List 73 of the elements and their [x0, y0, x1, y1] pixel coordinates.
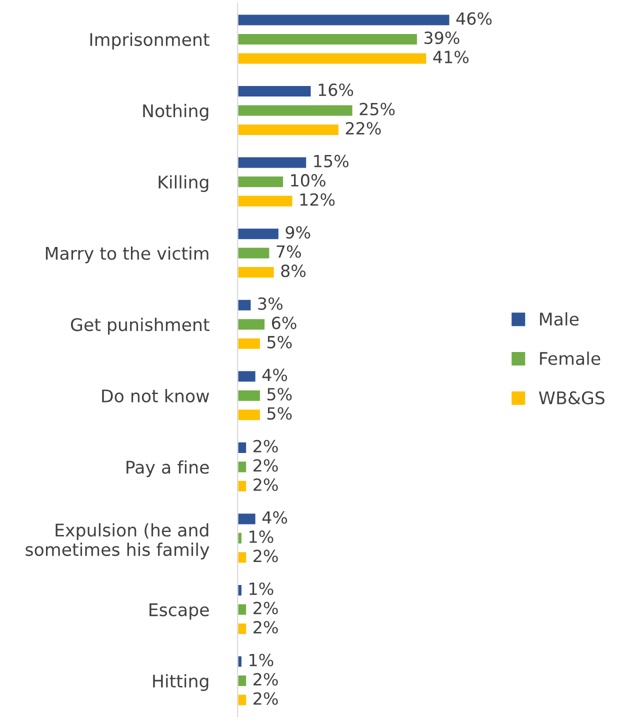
- bar: [238, 460, 248, 474]
- y-tick-label: Marry to the victim: [46, 246, 208, 264]
- data-label: 22%: [346, 122, 381, 135]
- data-label: 10%: [291, 174, 326, 187]
- legend-label: Female: [540, 352, 600, 366]
- data-label: 9%: [286, 226, 310, 239]
- data-label: 2%: [254, 692, 278, 705]
- bar: [238, 693, 248, 707]
- data-label: 2%: [254, 620, 278, 634]
- bar: [238, 246, 271, 260]
- y-tick-label: Get punishment: [70, 318, 210, 335]
- y-tick-label: Escape: [150, 603, 209, 620]
- data-label: 2%: [254, 602, 278, 614]
- bar: [238, 512, 257, 526]
- bar: [238, 104, 354, 118]
- bar: [238, 336, 262, 350]
- y-tick-label: Expulsion (he and sometimes his family: [26, 523, 210, 560]
- bar: [238, 318, 266, 332]
- y-tick-label: Nothing: [143, 104, 208, 121]
- data-label: 46%: [456, 12, 492, 25]
- bar: [238, 584, 243, 597]
- data-label: 7%: [276, 245, 301, 258]
- data-label: 1%: [250, 530, 274, 544]
- data-label: 6%: [272, 316, 296, 330]
- bar: [238, 550, 248, 564]
- data-label: 1%: [250, 582, 274, 596]
- data-label: 5%: [267, 407, 292, 420]
- bar: [238, 32, 418, 46]
- data-label: 5%: [267, 388, 292, 400]
- bar: [238, 408, 262, 422]
- y-tick-label: Imprisonment: [90, 32, 210, 50]
- bar: [238, 123, 340, 136]
- data-label: 16%: [318, 84, 354, 96]
- bar: [238, 52, 428, 66]
- y-tick-label: Killing: [158, 175, 208, 192]
- y-tick-label: Hitting: [153, 674, 208, 691]
- legend-label: Male: [540, 312, 579, 326]
- data-label: 4%: [262, 368, 288, 382]
- data-label: 2%: [254, 550, 278, 562]
- y-tick-label: Pay a fine: [126, 460, 209, 478]
- bar: [238, 480, 248, 493]
- data-label: 39%: [424, 31, 460, 44]
- data-label: 5%: [267, 336, 292, 348]
- bar: [238, 194, 294, 208]
- bar: [238, 674, 248, 688]
- bar: [238, 13, 451, 27]
- bar: [238, 227, 280, 240]
- data-label: 41%: [433, 50, 469, 64]
- bar: [238, 654, 243, 668]
- bar: [238, 175, 284, 188]
- y-tick-label: Do not know: [102, 389, 210, 402]
- data-label: 2%: [254, 459, 278, 472]
- data-label: 15%: [314, 154, 348, 168]
- data-label: 2%: [254, 440, 278, 453]
- data-label: 2%: [254, 478, 278, 491]
- data-label: 25%: [360, 102, 395, 116]
- bar: [238, 298, 252, 312]
- bar: [238, 532, 243, 545]
- bar: [238, 602, 248, 616]
- data-label: 1%: [250, 654, 274, 666]
- bar: [238, 441, 248, 454]
- bar: [238, 156, 308, 170]
- bar: [238, 622, 248, 636]
- data-label: 4%: [262, 511, 288, 524]
- data-label: 12%: [300, 193, 335, 206]
- data-label: 2%: [254, 672, 278, 686]
- data-label: 3%: [258, 297, 282, 310]
- legend-label: WB&GS: [538, 391, 604, 404]
- bar: [238, 370, 257, 384]
- bar: [238, 388, 262, 402]
- data-label: 8%: [281, 264, 306, 278]
- bar: [238, 84, 312, 98]
- bar: [238, 266, 276, 279]
